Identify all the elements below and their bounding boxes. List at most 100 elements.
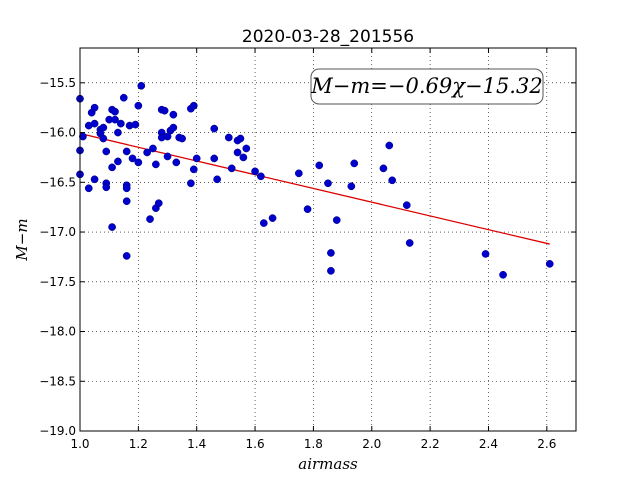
data-point <box>236 134 245 143</box>
data-point <box>122 147 131 156</box>
data-point <box>111 115 119 124</box>
data-point <box>146 215 154 223</box>
data-point <box>122 184 131 193</box>
data-point <box>114 157 122 166</box>
data-point <box>327 249 335 257</box>
data-point <box>116 119 125 128</box>
data-point <box>210 124 219 133</box>
data-point <box>242 144 251 153</box>
data-point <box>259 219 268 227</box>
data-point <box>481 250 490 258</box>
data-point <box>169 110 178 119</box>
data-point <box>189 101 198 110</box>
data-point <box>350 159 359 168</box>
data-point <box>111 107 119 116</box>
data-point <box>160 106 169 115</box>
x-tick-label: 2.0 <box>362 437 381 451</box>
data-point <box>268 214 277 222</box>
fit-equation-box: M−m=−0.69χ−15.32 <box>310 68 544 105</box>
data-point <box>143 148 151 157</box>
x-tick-label: 2.4 <box>479 437 498 451</box>
data-point <box>210 154 219 163</box>
data-point <box>172 158 181 167</box>
fit-equation-text: M−m=−0.69χ−15.32 <box>310 74 542 98</box>
data-point <box>149 144 157 153</box>
data-point <box>324 179 332 188</box>
data-point <box>122 252 131 260</box>
fit-line <box>79 132 550 245</box>
axis-ticks: 1.0 1.2 1.4 1.6 1.8 2.0 2.2 2.4 2.6 −15.5 −16.0 −16… <box>39 48 576 451</box>
data-point <box>131 120 140 129</box>
data-point <box>178 134 186 143</box>
data-point <box>239 153 248 162</box>
y-tick-label: −16.5 <box>39 175 76 189</box>
data-point <box>227 164 236 173</box>
x-tick-label: 1.0 <box>70 437 89 451</box>
data-point <box>545 260 554 268</box>
data-point <box>102 183 111 192</box>
data-point <box>347 182 356 191</box>
x-tick-label: 1.2 <box>129 437 148 451</box>
data-point <box>90 175 99 184</box>
data-point <box>187 179 195 188</box>
data-point <box>90 103 99 112</box>
data-point <box>385 141 394 150</box>
y-tick-label: −18.5 <box>39 374 76 388</box>
y-tick-label: −17.5 <box>39 275 76 289</box>
data-point <box>257 172 265 181</box>
data-point <box>114 128 122 137</box>
data-point <box>99 134 108 143</box>
data-point <box>108 223 116 231</box>
data-point <box>169 123 178 132</box>
data-point <box>152 160 160 169</box>
data-point <box>189 165 198 174</box>
data-point <box>134 101 143 110</box>
y-tick-label: −19.0 <box>39 424 76 438</box>
grid-lines <box>79 48 576 432</box>
y-axis-label: M−m <box>13 218 31 261</box>
data-point <box>405 239 414 247</box>
data-point <box>213 175 221 184</box>
data-point <box>99 123 108 132</box>
data-point <box>294 169 303 178</box>
data-point <box>315 161 324 170</box>
chart-title: 2020-03-28_201556 <box>242 27 414 47</box>
data-point <box>102 147 111 156</box>
x-tick-label: 1.8 <box>304 437 323 451</box>
data-point <box>327 266 335 275</box>
plot-frame <box>79 47 577 432</box>
y-tick-label: −15.5 <box>39 76 76 90</box>
data-point <box>251 167 259 176</box>
data-point <box>90 119 99 128</box>
data-point <box>108 163 116 172</box>
x-tick-label: 2.2 <box>421 437 440 451</box>
y-tick-label: −16.0 <box>39 126 76 140</box>
x-tick-label: 1.4 <box>187 437 206 451</box>
fit-equation-frame <box>310 68 544 105</box>
data-point <box>402 201 411 210</box>
data-point <box>233 148 242 157</box>
data-point <box>128 154 137 163</box>
data-point <box>119 93 128 102</box>
x-tick-label: 2.6 <box>537 437 556 451</box>
data-point <box>332 216 341 224</box>
x-tick-label: 1.6 <box>246 437 265 451</box>
data-point <box>192 154 201 163</box>
fit-line-segment <box>79 132 550 245</box>
data-point <box>224 133 233 142</box>
data-point <box>388 176 397 185</box>
data-point <box>303 205 312 214</box>
data-point <box>163 152 172 161</box>
data-point <box>499 270 507 279</box>
data-points <box>76 81 554 279</box>
y-tick-label: −17.0 <box>39 225 76 239</box>
data-point <box>154 199 163 208</box>
data-point <box>122 197 131 206</box>
data-point <box>134 158 143 167</box>
data-point <box>84 184 93 193</box>
x-axis-label: airmass <box>298 455 358 473</box>
y-tick-label: −18.0 <box>39 325 76 339</box>
data-point <box>379 164 388 173</box>
data-point <box>137 81 146 90</box>
